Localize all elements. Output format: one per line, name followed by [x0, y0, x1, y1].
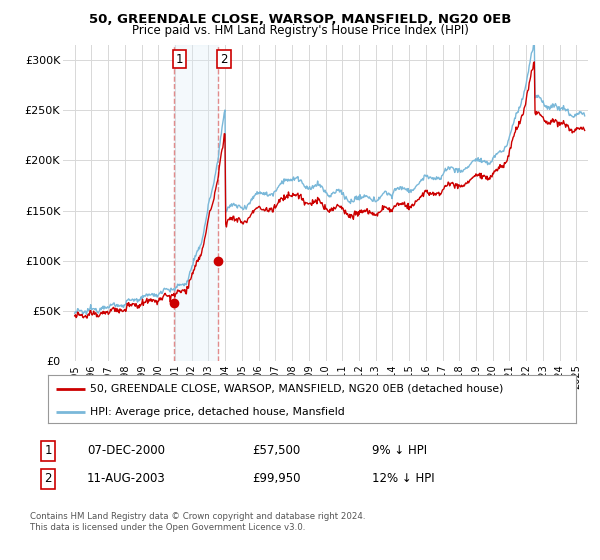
- Text: 12% ↓ HPI: 12% ↓ HPI: [372, 472, 434, 486]
- Text: HPI: Average price, detached house, Mansfield: HPI: Average price, detached house, Mans…: [90, 407, 345, 417]
- Text: Contains HM Land Registry data © Crown copyright and database right 2024.
This d: Contains HM Land Registry data © Crown c…: [30, 512, 365, 532]
- Text: 2: 2: [220, 53, 227, 66]
- Bar: [173, 45, 218, 361]
- Text: 50, GREENDALE CLOSE, WARSOP, MANSFIELD, NG20 0EB: 50, GREENDALE CLOSE, WARSOP, MANSFIELD, …: [89, 13, 511, 26]
- Text: 1: 1: [44, 444, 52, 458]
- Text: 1: 1: [175, 53, 183, 66]
- Text: £99,950: £99,950: [252, 472, 301, 486]
- Text: Price paid vs. HM Land Registry's House Price Index (HPI): Price paid vs. HM Land Registry's House …: [131, 24, 469, 37]
- Text: 9% ↓ HPI: 9% ↓ HPI: [372, 444, 427, 458]
- Text: 11-AUG-2003: 11-AUG-2003: [87, 472, 166, 486]
- Text: £57,500: £57,500: [252, 444, 300, 458]
- Text: 2: 2: [44, 472, 52, 486]
- Text: 07-DEC-2000: 07-DEC-2000: [87, 444, 165, 458]
- Text: 50, GREENDALE CLOSE, WARSOP, MANSFIELD, NG20 0EB (detached house): 50, GREENDALE CLOSE, WARSOP, MANSFIELD, …: [90, 384, 503, 394]
